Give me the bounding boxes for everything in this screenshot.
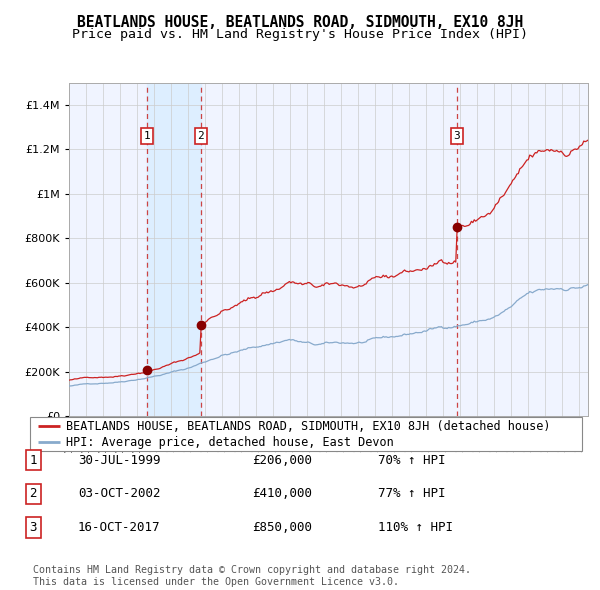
Text: 77% ↑ HPI: 77% ↑ HPI <box>378 487 445 500</box>
Text: £850,000: £850,000 <box>252 521 312 534</box>
Text: Contains HM Land Registry data © Crown copyright and database right 2024.
This d: Contains HM Land Registry data © Crown c… <box>33 565 471 587</box>
Text: 2: 2 <box>197 131 204 141</box>
Text: 2: 2 <box>29 487 37 500</box>
Text: HPI: Average price, detached house, East Devon: HPI: Average price, detached house, East… <box>66 435 394 448</box>
Text: BEATLANDS HOUSE, BEATLANDS ROAD, SIDMOUTH, EX10 8JH (detached house): BEATLANDS HOUSE, BEATLANDS ROAD, SIDMOUT… <box>66 420 550 433</box>
Text: 1: 1 <box>29 454 37 467</box>
FancyBboxPatch shape <box>30 417 582 451</box>
Text: £410,000: £410,000 <box>252 487 312 500</box>
Text: Price paid vs. HM Land Registry's House Price Index (HPI): Price paid vs. HM Land Registry's House … <box>72 28 528 41</box>
Text: 30-JUL-1999: 30-JUL-1999 <box>78 454 161 467</box>
Text: 16-OCT-2017: 16-OCT-2017 <box>78 521 161 534</box>
Text: 1: 1 <box>143 131 151 141</box>
Text: 110% ↑ HPI: 110% ↑ HPI <box>378 521 453 534</box>
Text: 70% ↑ HPI: 70% ↑ HPI <box>378 454 445 467</box>
Text: 3: 3 <box>454 131 460 141</box>
Text: 03-OCT-2002: 03-OCT-2002 <box>78 487 161 500</box>
Text: £206,000: £206,000 <box>252 454 312 467</box>
Text: BEATLANDS HOUSE, BEATLANDS ROAD, SIDMOUTH, EX10 8JH: BEATLANDS HOUSE, BEATLANDS ROAD, SIDMOUT… <box>77 15 523 30</box>
Bar <box>147 83 201 416</box>
Text: 3: 3 <box>29 521 37 534</box>
